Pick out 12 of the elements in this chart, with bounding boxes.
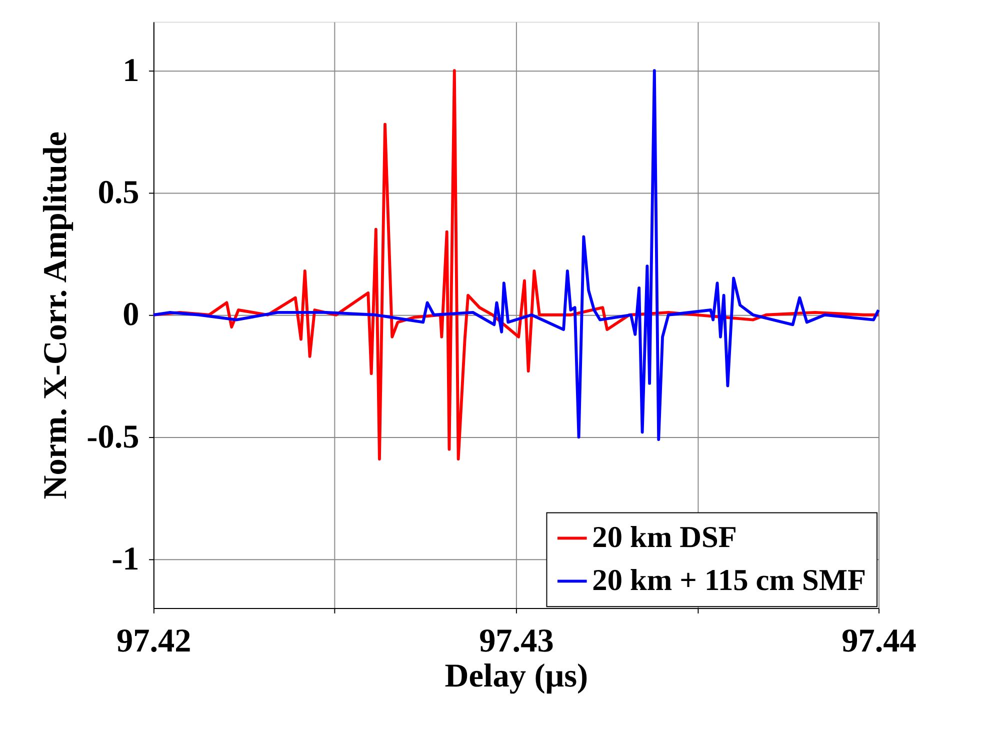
y-tick-label: 0: [122, 296, 140, 334]
x-tick-label: 97.42: [116, 622, 192, 660]
y-axis-title: Norm. X-Corr. Amplitude: [37, 131, 74, 500]
y-tick-label: -1: [112, 540, 140, 578]
y-tick-label: 0.5: [98, 174, 140, 211]
x-tick-label: 97.43: [479, 622, 554, 660]
legend-label: 20 km DSF: [592, 520, 737, 554]
legend-label: 20 km + 115 cm SMF: [592, 562, 866, 597]
y-tick-label: -0.5: [86, 418, 140, 456]
x-axis-title: Delay (μs): [444, 658, 588, 695]
y-tick-label: 1: [122, 52, 140, 89]
x-tick-label: 97.44: [842, 622, 916, 660]
